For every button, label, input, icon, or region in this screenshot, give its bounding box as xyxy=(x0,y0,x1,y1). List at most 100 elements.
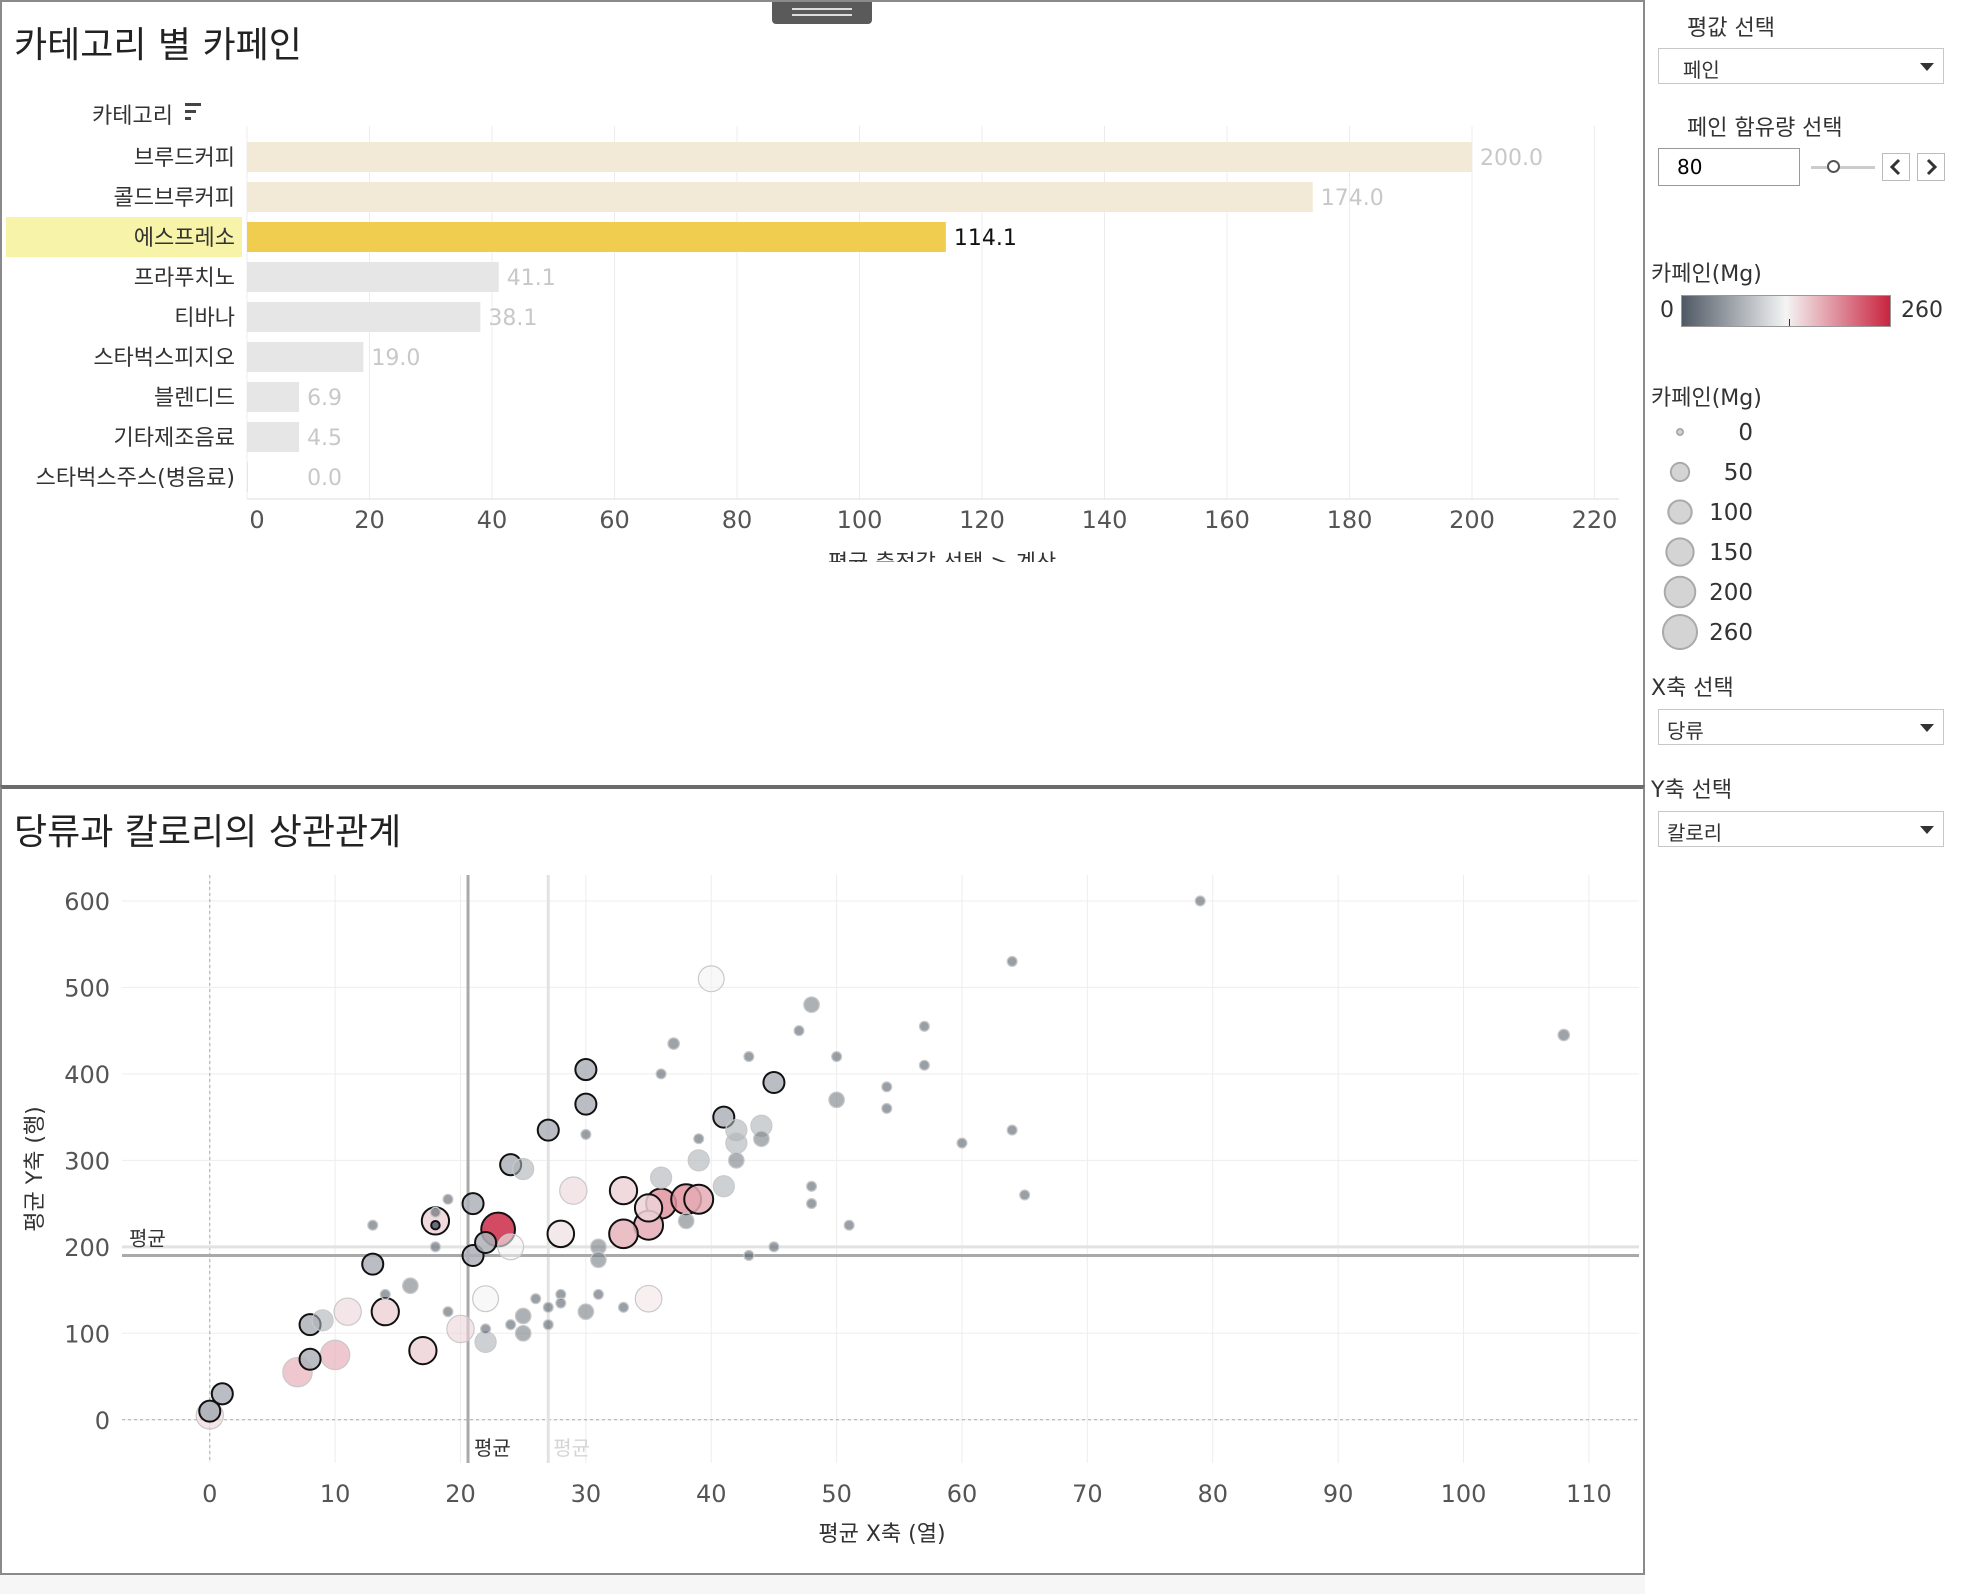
scatter-point[interactable] xyxy=(687,1149,710,1172)
caffeine-slider-track[interactable] xyxy=(1811,166,1875,169)
bar-category-label[interactable]: 콜드브루커피 xyxy=(114,186,235,211)
scatter-point[interactable] xyxy=(712,1175,735,1198)
scatter-point[interactable] xyxy=(649,1166,673,1189)
bar[interactable] xyxy=(247,142,1472,172)
scatter-point[interactable] xyxy=(542,1319,554,1331)
scatter-point[interactable] xyxy=(574,1058,598,1082)
scatter-point[interactable] xyxy=(497,1233,525,1261)
scatter-point[interactable] xyxy=(608,1175,639,1206)
slider-next-button[interactable] xyxy=(1917,153,1945,181)
scatter-point[interactable] xyxy=(555,1297,567,1309)
scatter-point[interactable] xyxy=(367,1219,379,1231)
scatter-point[interactable] xyxy=(446,1314,475,1344)
scatter-point[interactable] xyxy=(379,1288,391,1300)
bar-category-label[interactable]: 스타벅스주스(병음료) xyxy=(36,466,235,491)
scatter-point[interactable] xyxy=(474,1230,498,1255)
scatter-point[interactable] xyxy=(461,1192,485,1216)
scatter-point[interactable] xyxy=(430,1219,441,1231)
scatter-point[interactable] xyxy=(828,1091,845,1109)
caffeine-filter-input[interactable] xyxy=(1658,148,1800,186)
slider-prev-button[interactable] xyxy=(1882,153,1910,181)
scatter-point[interactable] xyxy=(542,1301,554,1313)
bar-category-label[interactable]: 티바나 xyxy=(174,306,235,331)
scatter-point[interactable] xyxy=(429,1206,441,1218)
panel-resize-grip[interactable] xyxy=(772,2,872,24)
caffeine-slider-thumb[interactable] xyxy=(1827,160,1841,173)
scatter-point[interactable] xyxy=(530,1293,542,1305)
scatter-point[interactable] xyxy=(803,996,820,1014)
scatter-point[interactable] xyxy=(505,1319,517,1331)
scatter-point[interactable] xyxy=(408,1335,438,1366)
scatter-point[interactable] xyxy=(683,1183,715,1215)
scatter-point[interactable] xyxy=(512,1157,535,1181)
scatter-point[interactable] xyxy=(333,1297,362,1326)
scatter-point[interactable] xyxy=(843,1219,855,1231)
scatter-point[interactable] xyxy=(592,1288,604,1300)
scatter-point[interactable] xyxy=(536,1118,560,1142)
scatter-point[interactable] xyxy=(1194,895,1206,907)
scatter-point[interactable] xyxy=(806,1198,818,1210)
scatter-point[interactable] xyxy=(608,1218,639,1250)
bar-category-label[interactable]: 기타제조음료 xyxy=(114,426,235,451)
scatter-point[interactable] xyxy=(311,1309,334,1332)
scatter-point[interactable] xyxy=(580,1128,592,1140)
scatter-point[interactable] xyxy=(727,1151,745,1169)
scatter-point[interactable] xyxy=(546,1219,576,1249)
scatter-point[interactable] xyxy=(918,1059,930,1071)
measure-dropdown[interactable]: 페인 xyxy=(1658,48,1944,84)
scatter-point[interactable] xyxy=(617,1301,630,1313)
y-axis-dropdown[interactable]: 칼로리 xyxy=(1658,811,1944,847)
scatter-point[interactable] xyxy=(743,1051,755,1063)
scatter-point[interactable] xyxy=(361,1252,385,1276)
scatter-point[interactable] xyxy=(514,1324,532,1342)
scatter-point[interactable] xyxy=(693,1133,705,1145)
scatter-point[interactable] xyxy=(793,1025,805,1037)
scatter-point[interactable] xyxy=(1006,955,1018,968)
bar[interactable] xyxy=(247,222,946,252)
scatter-point[interactable] xyxy=(401,1277,419,1295)
scatter-point[interactable] xyxy=(480,1323,492,1335)
scatter-point[interactable] xyxy=(1019,1189,1031,1201)
scatter-point[interactable] xyxy=(806,1180,818,1192)
sort-icon[interactable] xyxy=(185,103,201,120)
scatter-point[interactable] xyxy=(1006,1124,1018,1136)
bar-category-label[interactable]: 브루드커피 xyxy=(134,146,235,171)
scatter-point[interactable] xyxy=(655,1068,667,1080)
scatter-point[interactable] xyxy=(198,1399,222,1423)
scatter-point[interactable] xyxy=(474,1330,497,1354)
scatter-point[interactable] xyxy=(743,1249,755,1262)
scatter-point[interactable] xyxy=(633,1193,664,1223)
x-axis-dropdown[interactable]: 당류 xyxy=(1658,709,1944,745)
scatter-point[interactable] xyxy=(429,1241,441,1253)
scatter-point[interactable] xyxy=(210,1382,234,1406)
bar[interactable] xyxy=(247,342,364,372)
scatter-point[interactable] xyxy=(768,1241,780,1253)
scatter-point[interactable] xyxy=(559,1176,588,1205)
bar[interactable] xyxy=(247,302,481,332)
bar-category-label[interactable]: 프라푸치노 xyxy=(134,266,235,291)
scatter-point[interactable] xyxy=(370,1297,400,1327)
bar[interactable] xyxy=(247,462,248,492)
scatter-point[interactable] xyxy=(472,1285,500,1313)
scatter-point[interactable] xyxy=(831,1051,843,1063)
scatter-point[interactable] xyxy=(762,1071,786,1095)
scatter-point[interactable] xyxy=(442,1193,454,1205)
scatter-point[interactable] xyxy=(918,1020,930,1032)
scatter-point[interactable] xyxy=(697,965,725,993)
scatter-point[interactable] xyxy=(667,1037,680,1050)
scatter-point[interactable] xyxy=(1557,1028,1571,1042)
bar[interactable] xyxy=(247,262,499,292)
scatter-point[interactable] xyxy=(881,1102,893,1115)
bar[interactable] xyxy=(247,182,1313,212)
scatter-point[interactable] xyxy=(956,1137,968,1149)
scatter-point[interactable] xyxy=(574,1092,598,1116)
scatter-point[interactable] xyxy=(577,1303,595,1321)
scatter-point[interactable] xyxy=(725,1131,748,1155)
scatter-point[interactable] xyxy=(881,1081,893,1093)
scatter-point[interactable] xyxy=(298,1347,322,1371)
bar-category-label[interactable]: 블렌디드 xyxy=(154,386,235,411)
scatter-point[interactable] xyxy=(319,1339,351,1371)
bar-category-label[interactable]: 스타벅스피지오 xyxy=(93,346,235,371)
scatter-point[interactable] xyxy=(753,1130,770,1148)
bar-category-label[interactable]: 에스프레소 xyxy=(134,226,235,251)
